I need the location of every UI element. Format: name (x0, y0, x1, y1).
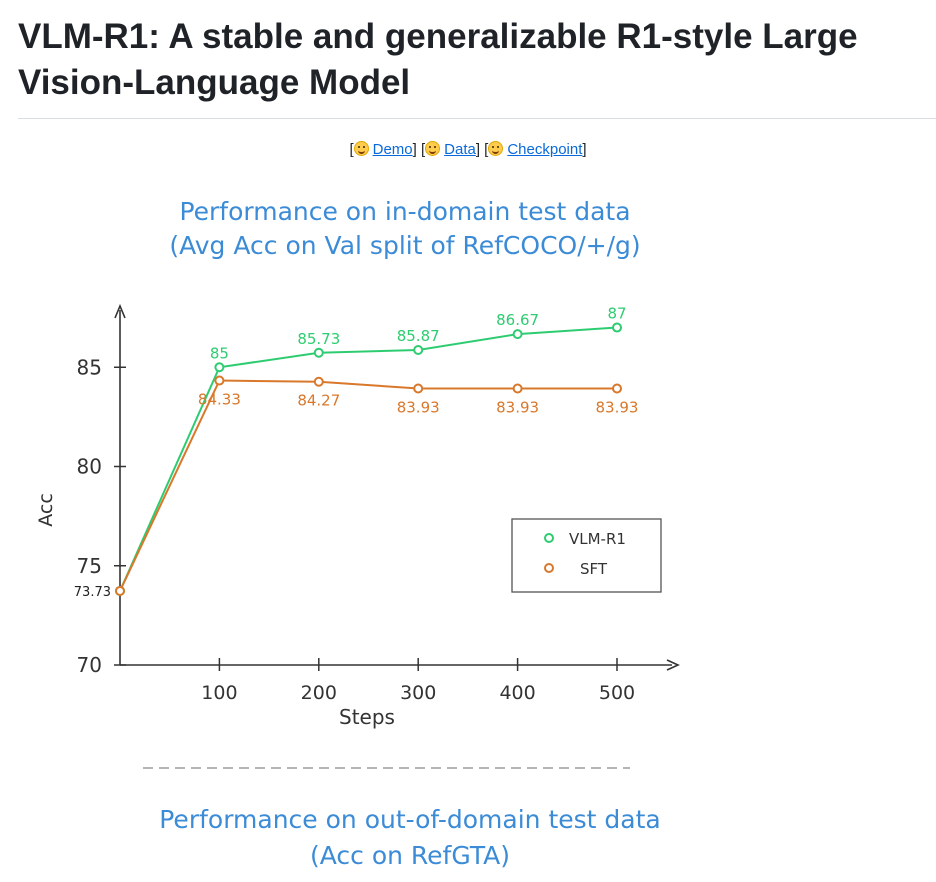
data-label-vlm-r1: 85 (210, 344, 229, 362)
chart-subtitle: (Avg Acc on Val split of RefCOCO/+/g) (169, 231, 640, 260)
bracket-open: [ (420, 141, 426, 158)
data-point-sft (413, 383, 424, 394)
legend: VLM-R1 SFT (511, 518, 662, 593)
y-tick-label: 70 (77, 653, 102, 677)
data-point-sft (214, 375, 225, 386)
data-label-vlm-r1: 85.73 (297, 330, 340, 348)
data-point-vlm-r1 (313, 347, 324, 358)
data-point-vlm-r1 (512, 329, 523, 340)
demo-link-label: Demo (372, 141, 413, 158)
data-label-sft: 83.93 (397, 398, 440, 416)
data-point-vlm-r1 (214, 362, 225, 373)
legend-label-vlm-r1: VLM-R1 (569, 530, 626, 548)
data-point-vlm-r1 (413, 344, 424, 355)
data-label-vlm-r1: 86.67 (496, 311, 539, 329)
data-link[interactable]: Data (425, 141, 476, 158)
data-label-vlm-r1: 87 (607, 305, 626, 323)
data-label-start: 73.73 (74, 585, 111, 600)
x-tick-label: 500 (599, 682, 635, 704)
y-tick-label: 75 (77, 554, 102, 578)
chart-2-title: Performance on out-of-domain test data (159, 805, 660, 834)
bracket-close: ] (412, 141, 417, 158)
resource-links: [ Demo] [ Data] [ Checkpoint] (0, 141, 936, 158)
page-title: VLM-R1: A stable and generalizable R1-st… (18, 17, 858, 102)
chart-axes: 70 75 80 85 100 200 300 400 500 (77, 303, 680, 704)
y-axis-arrow (114, 303, 126, 319)
data-point-vlm-r1 (612, 322, 622, 333)
y-axis-label: Acc (35, 493, 57, 527)
chart-series: 85 85.73 85.87 86.67 87 84.33 84.27 83.93 83.93 8… (74, 305, 639, 600)
series-line-sft (119, 379, 617, 592)
y-tick-label: 85 (77, 355, 102, 379)
chart-title: Performance on in-domain test data (179, 197, 630, 226)
x-tick-label: 300 (400, 682, 436, 704)
data-label-sft: 84.27 (297, 392, 340, 410)
demo-link[interactable]: Demo (353, 141, 413, 158)
chart-2-subtitle: (Acc on RefGTA) (310, 841, 510, 870)
hugging-face-icon (425, 141, 441, 156)
legend-marker-sft (544, 563, 554, 573)
data-point-sft (313, 376, 324, 387)
data-link-label: Data (444, 141, 476, 158)
legend-box (511, 518, 662, 593)
data-label-sft: 84.33 (198, 391, 241, 409)
y-tick-label: 80 (77, 455, 102, 479)
data-label-sft: 83.93 (496, 398, 539, 416)
data-label-sft: 83.93 (596, 398, 639, 416)
bracket-close: ] (582, 141, 587, 158)
bracket-close: ] (475, 141, 480, 158)
series-line-vlm-r1 (119, 326, 618, 592)
x-axis-label: Steps (339, 705, 395, 729)
checkpoint-link[interactable]: Checkpoint (488, 141, 582, 158)
data-point-sft (512, 383, 523, 394)
x-axis-arrow (666, 659, 680, 671)
hugging-face-icon (488, 141, 504, 156)
legend-label-sft: SFT (580, 560, 608, 578)
title-divider (18, 118, 936, 119)
hugging-face-icon (353, 141, 369, 156)
bracket-open: [ (349, 141, 354, 158)
data-label-vlm-r1: 85.87 (397, 327, 440, 345)
performance-figure: Performance on in-domain test data (Avg … (0, 180, 936, 877)
x-tick-label: 100 (201, 682, 237, 704)
data-point-sft (612, 383, 622, 394)
x-tick-label: 200 (301, 682, 337, 704)
performance-chart: Performance on in-domain test data (Avg … (35, 197, 680, 870)
bracket-open: [ (484, 141, 489, 158)
legend-marker-vlm-r1 (544, 533, 554, 543)
checkpoint-link-label: Checkpoint (507, 141, 583, 158)
x-tick-label: 400 (499, 682, 535, 704)
data-point-sft (115, 585, 125, 596)
